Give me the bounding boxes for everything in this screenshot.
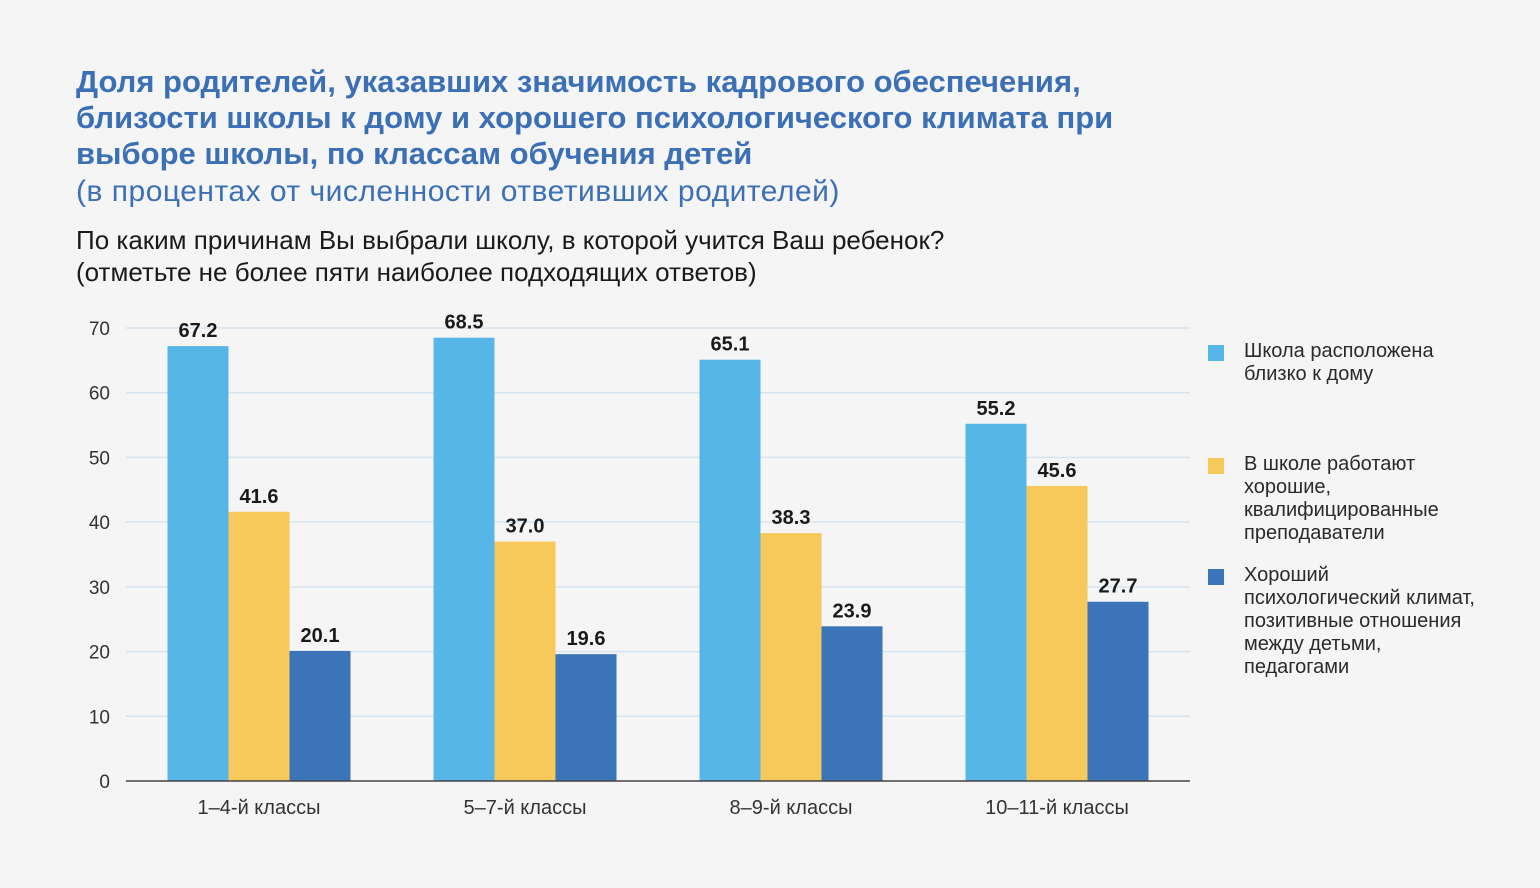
bar-value-label: 45.6 <box>1038 460 1077 482</box>
y-tick-label: 60 <box>89 384 110 405</box>
y-tick-label: 50 <box>89 448 110 469</box>
legend-item-psychological-climate: Хороший психологический климат, позитивн… <box>1208 564 1484 679</box>
y-tick-label: 70 <box>89 319 110 340</box>
legend-swatch-qualified-teachers <box>1208 458 1224 474</box>
bar <box>228 511 290 781</box>
bar-value-label: 27.7 <box>1099 576 1138 598</box>
legend-item-close-to-home: Школа расположена близко к дому <box>1208 340 1484 386</box>
bar <box>494 541 556 781</box>
bar-value-label: 41.6 <box>240 486 279 508</box>
bar <box>1026 485 1088 781</box>
bar-value-label: 55.2 <box>977 398 1016 420</box>
x-tick-label: 1–4-й классы <box>198 797 321 819</box>
bar <box>965 423 1027 781</box>
legend-item-qualified-teachers: В школе работают хорошие, квалифицирован… <box>1208 453 1484 545</box>
y-tick-label: 0 <box>99 772 110 793</box>
survey-question-line-1: По каким причинам Вы выбрали школу, в ко… <box>76 225 945 255</box>
bar <box>760 533 822 781</box>
bar <box>167 346 229 781</box>
chart-title: Доля родителей, указавших значимость кад… <box>76 64 1114 171</box>
bar <box>555 654 617 781</box>
legend-label-close-to-home: Школа расположена близко к дому <box>1244 340 1434 385</box>
y-tick-label: 40 <box>89 513 110 534</box>
x-tick-label: 8–9-й классы <box>730 797 853 819</box>
y-tick-label: 20 <box>89 643 110 664</box>
bar-value-label: 38.3 <box>772 507 811 529</box>
bar-value-label: 65.1 <box>711 334 750 356</box>
legend-label-psychological-climate: Хороший психологический климат, позитивн… <box>1244 564 1475 678</box>
survey-question-line-2: (отметьте не более пяти наиболее подходя… <box>76 257 757 287</box>
bar <box>699 359 761 781</box>
y-tick-label: 10 <box>89 707 110 728</box>
bar-value-label: 68.5 <box>445 312 484 334</box>
chart-subtitle: (в процентах от численности ответивших р… <box>76 175 840 208</box>
legend-swatch-psychological-climate <box>1208 569 1224 585</box>
legend-label-qualified-teachers: В школе работают хорошие, квалифицирован… <box>1244 453 1439 544</box>
bar-value-label: 20.1 <box>301 625 340 647</box>
bar-value-label: 23.9 <box>833 600 872 622</box>
x-tick-label: 10–11-й классы <box>985 797 1129 819</box>
y-tick-label: 30 <box>89 578 110 599</box>
bar <box>433 337 495 781</box>
bar-value-label: 19.6 <box>567 628 606 650</box>
bar <box>1087 601 1149 781</box>
x-tick-label: 5–7-й классы <box>464 797 587 819</box>
survey-question: По каким причинам Вы выбрали школу, в ко… <box>76 224 944 288</box>
bar <box>289 650 351 781</box>
legend-swatch-close-to-home <box>1208 345 1224 361</box>
bar <box>821 626 883 781</box>
bar-value-label: 37.0 <box>506 516 545 538</box>
bar-value-label: 67.2 <box>179 320 218 342</box>
